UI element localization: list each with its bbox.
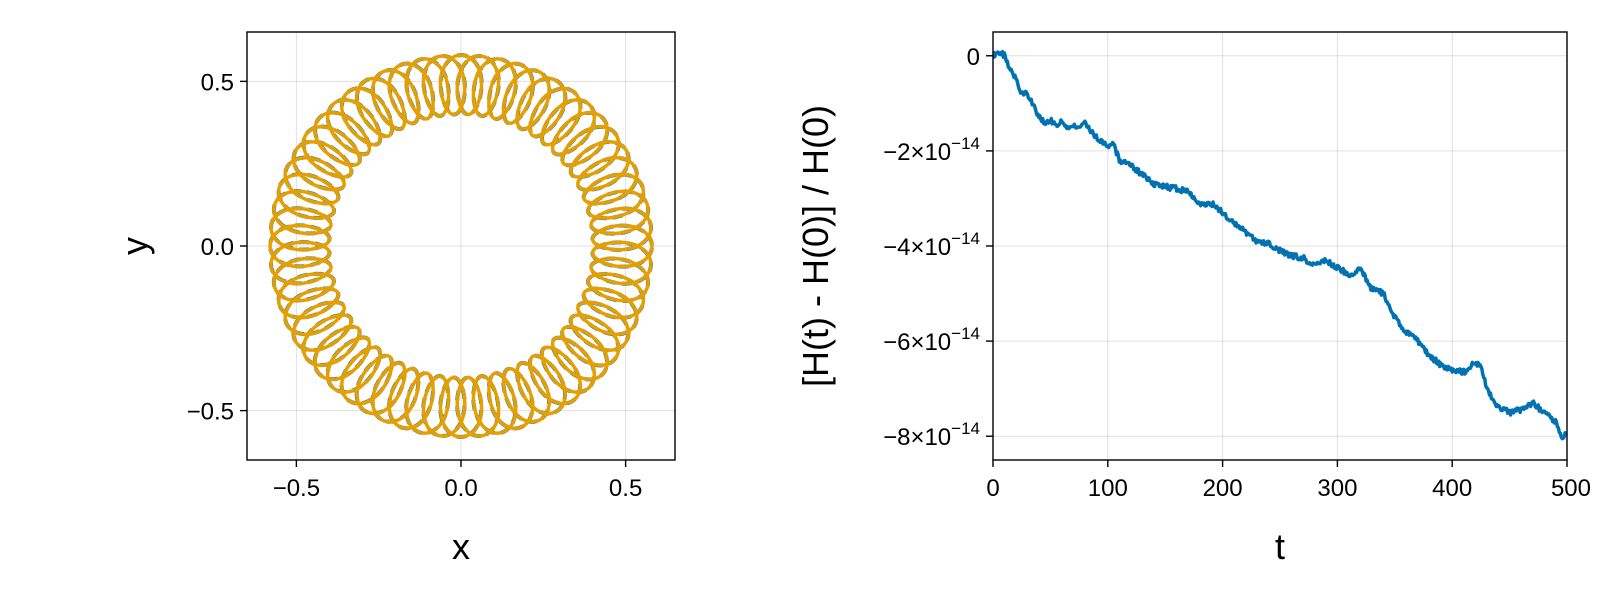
energy-y-tick-label: −4×10−14 [883, 229, 980, 261]
orbit-y-tick-label: 0.5 [201, 69, 234, 96]
energy-y-label: [H(t) - H(0)] / H(0) [795, 105, 836, 387]
energy-y-tick-label: −6×10−14 [883, 324, 980, 356]
energy-y-tick-label: −8×10−14 [883, 419, 980, 451]
orbit-x-label: x [452, 526, 470, 567]
energy-plot: 0 100 200 300 400 500 0 −2×10−14 −4×10−14 −6×10−… [795, 31, 1591, 567]
orbit-x-tick-label: 0.5 [609, 475, 642, 502]
energy-grid [992, 32, 1568, 460]
orbit-x-tick-label: −0.5 [273, 475, 320, 502]
energy-x-tick-label: 200 [1203, 475, 1243, 502]
energy-x-tick-label: 500 [1551, 475, 1591, 502]
energy-x-tick-label: 0 [986, 475, 999, 502]
orbit-x-ticks: −0.5 0.0 0.5 [273, 460, 642, 502]
orbit-grid [247, 32, 675, 460]
orbit-y-label: y [114, 237, 155, 255]
orbit-y-tick-label: −0.5 [187, 399, 234, 426]
energy-series [993, 49, 1567, 441]
orbit-x-tick-label: 0.0 [444, 475, 477, 502]
energy-x-tick-label: 400 [1432, 475, 1472, 502]
energy-y-tick-label: 0 [967, 44, 980, 71]
energy-series-line [993, 49, 1567, 441]
orbit-y-ticks: −0.5 0.0 0.5 [187, 69, 247, 426]
orbit-series [268, 53, 654, 439]
energy-y-ticks: 0 −2×10−14 −4×10−14 −6×10−14 −8×10−14 [883, 44, 993, 451]
orbit-plot: −0.5 0.0 0.5 −0.5 0.0 0.5 x y [114, 31, 676, 567]
energy-x-tick-label: 100 [1088, 475, 1128, 502]
orbit-series-solid-line [268, 53, 654, 439]
orbit-y-tick-label: 0.0 [201, 234, 234, 261]
energy-x-label: t [1275, 526, 1285, 567]
energy-x-tick-label: 300 [1317, 475, 1357, 502]
energy-y-tick-label: −2×10−14 [883, 134, 980, 166]
energy-x-ticks: 0 100 200 300 400 500 [986, 460, 1591, 502]
